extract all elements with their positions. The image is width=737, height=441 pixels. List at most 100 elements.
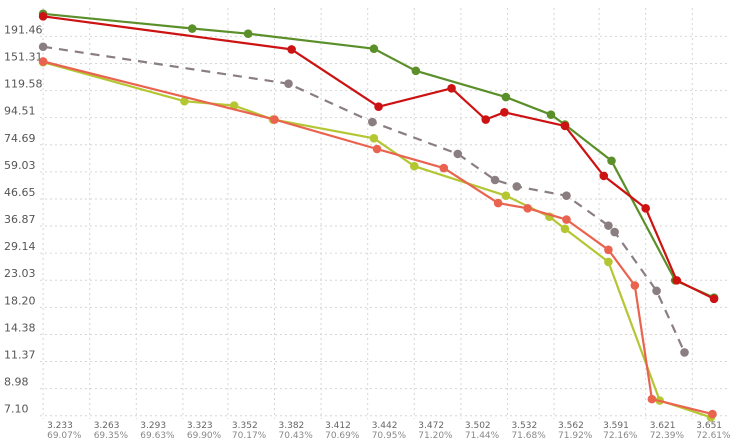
x-tick-label: 3.621 — [650, 421, 676, 431]
data-point — [453, 149, 463, 159]
x-tick-sublabel: 71.92% — [558, 431, 593, 441]
data-point — [604, 257, 613, 267]
data-point — [641, 204, 650, 213]
data-point — [481, 115, 491, 124]
x-tick-sublabel: 69.90% — [187, 431, 222, 441]
y-tick-label: 7.10 — [4, 403, 29, 416]
data-point — [647, 394, 657, 404]
x-tick-sublabel: 70.95% — [372, 431, 407, 441]
data-point — [447, 83, 456, 93]
series-0 — [38, 9, 719, 302]
y-tick-label: 151.31 — [4, 50, 43, 63]
y-tick-label: 29.14 — [4, 240, 36, 253]
x-tick-sublabel: 71.44% — [465, 431, 500, 441]
data-point — [369, 44, 379, 54]
y-tick-label: 36.87 — [4, 213, 36, 226]
series-2 — [38, 42, 689, 357]
y-tick-label: 11.37 — [4, 348, 36, 361]
x-tick-label: 3.293 — [140, 421, 166, 431]
y-tick-label: 59.03 — [4, 159, 36, 172]
y-axis: 7.10 8.98 11.37 14.38 18.20 23.03 29.14 36.87 46… — [4, 23, 43, 415]
x-tick-label: 3.233 — [47, 421, 73, 431]
data-point — [630, 281, 640, 290]
x-tick-sublabel: 71.68% — [511, 431, 546, 441]
x-tick-label: 3.472 — [418, 421, 444, 431]
series-3 — [38, 57, 716, 422]
data-point — [500, 108, 509, 117]
x-tick-label: 3.651 — [696, 421, 722, 431]
x-tick-sublabel: 69.07% — [47, 431, 82, 441]
data-point — [560, 224, 570, 234]
data-point — [604, 245, 613, 255]
data-point — [287, 45, 296, 54]
x-tick-label: 3.502 — [465, 421, 491, 431]
x-tick-sublabel: 72.16% — [603, 431, 638, 441]
x-tick-label: 3.263 — [94, 421, 120, 431]
series-line — [42, 61, 712, 419]
series-1 — [38, 11, 719, 304]
x-tick-sublabel: 69.35% — [94, 431, 129, 441]
y-tick-label: 18.20 — [4, 294, 36, 307]
x-tick-label: 3.532 — [511, 421, 537, 431]
x-tick-sublabel: 72.61% — [696, 431, 731, 441]
data-point — [490, 175, 500, 185]
data-point — [610, 227, 619, 237]
y-tick-label: 74.69 — [4, 132, 36, 145]
data-point — [38, 57, 48, 66]
x-tick-sublabel: 70.43% — [279, 431, 314, 441]
data-point — [672, 276, 682, 285]
y-tick-label: 14.38 — [4, 321, 36, 334]
data-point — [38, 11, 48, 21]
x-tick-label: 3.352 — [232, 421, 258, 431]
data-point — [372, 144, 382, 154]
data-point — [229, 101, 239, 110]
data-point — [680, 348, 689, 357]
data-point — [562, 191, 571, 200]
x-tick-label: 3.382 — [279, 421, 305, 431]
data-point — [369, 134, 379, 143]
y-tick-label: 191.46 — [4, 23, 43, 36]
x-tick-label: 3.412 — [325, 421, 351, 431]
x-tick-sublabel: 72.39% — [650, 431, 685, 441]
series-layer — [38, 9, 719, 422]
data-point — [180, 96, 189, 106]
y-tick-label: 119.58 — [4, 78, 43, 91]
data-point — [439, 163, 449, 173]
chart-grid — [40, 8, 728, 419]
data-point — [652, 286, 661, 296]
data-point — [368, 117, 377, 127]
data-point — [374, 102, 383, 111]
x-tick-label: 3.562 — [558, 421, 584, 431]
x-tick-label: 3.591 — [603, 421, 629, 431]
y-tick-label: 94.51 — [4, 105, 36, 118]
data-point — [411, 66, 421, 76]
data-point — [607, 156, 616, 166]
x-tick-sublabel: 70.69% — [325, 431, 360, 441]
data-point — [546, 110, 556, 119]
data-point — [604, 221, 613, 230]
data-point — [523, 204, 532, 213]
series-4 — [38, 57, 717, 419]
x-tick-label: 3.323 — [187, 421, 213, 431]
data-point — [560, 121, 570, 131]
x-tick-sublabel: 71.20% — [418, 431, 453, 441]
data-point — [501, 191, 511, 200]
series-line — [42, 45, 686, 353]
y-tick-label: 23.03 — [4, 267, 36, 280]
x-tick-sublabel: 70.17% — [232, 431, 267, 441]
data-point — [284, 79, 293, 88]
data-point — [493, 198, 503, 208]
data-point — [243, 29, 253, 38]
data-point — [708, 409, 717, 419]
data-point — [409, 161, 419, 171]
x-tick-label: 3.442 — [372, 421, 398, 431]
data-point — [512, 182, 522, 191]
y-tick-label: 46.65 — [4, 186, 36, 199]
series-line — [42, 60, 713, 416]
data-point — [709, 294, 719, 304]
data-point — [562, 215, 571, 224]
data-point — [187, 24, 197, 33]
data-point — [501, 92, 511, 102]
